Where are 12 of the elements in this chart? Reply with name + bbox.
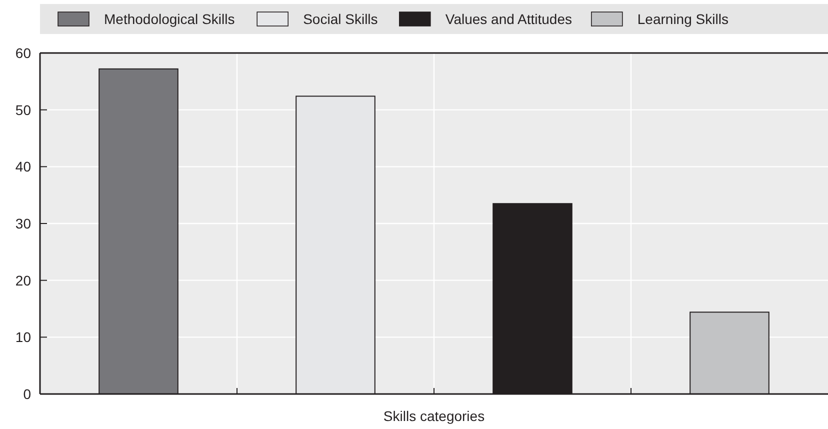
y-tick-label: 30 — [15, 216, 32, 232]
x-axis-title: Skills categories — [383, 408, 485, 424]
legend-label: Methodological Skills — [104, 11, 235, 27]
y-tick-label: 20 — [15, 272, 32, 288]
y-tick-label: 50 — [15, 102, 32, 118]
y-tick-label: 0 — [23, 386, 32, 402]
legend-label: Values and Attitudes — [445, 11, 572, 27]
y-tick-label: 40 — [15, 158, 32, 175]
legend-label: Learning Skills — [637, 11, 728, 27]
y-tick-label: 60 — [15, 45, 32, 61]
legend-label: Social Skills — [303, 11, 378, 27]
y-tick-label: 10 — [15, 329, 32, 346]
